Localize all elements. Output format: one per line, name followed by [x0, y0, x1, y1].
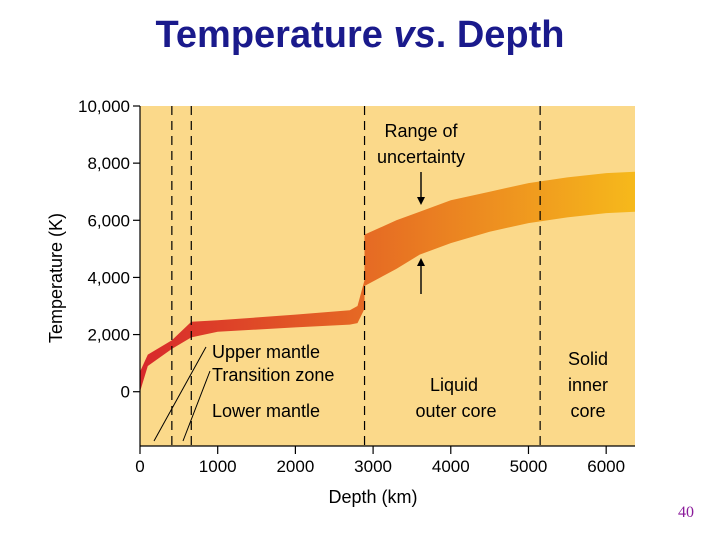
y-tick-label: 10,000 — [78, 97, 130, 116]
y-tick-label: 6,000 — [87, 211, 130, 230]
page-number: 40 — [678, 504, 694, 521]
label-outer-core: outer core — [415, 401, 496, 421]
x-tick-label: 1000 — [199, 457, 237, 476]
slide-title: Temperature vs. Depth — [0, 14, 720, 57]
y-ticks: 0 2,000 4,000 6,000 8,000 10,000 — [78, 97, 140, 402]
leader-line-upper-mantle — [153, 346, 207, 442]
x-tick-label: 0 — [135, 457, 144, 476]
y-tick-label: 4,000 — [87, 268, 130, 287]
y-tick-label: 0 — [121, 383, 130, 402]
y-tick-label: 8,000 — [87, 154, 130, 173]
temperature-band-mantle — [140, 280, 365, 392]
y-tick-label: 2,000 — [87, 326, 130, 345]
x-axis-label: Depth (km) — [328, 487, 417, 507]
title-vs: vs — [393, 14, 436, 56]
plot-background — [140, 106, 635, 446]
label-transition-zone: Transition zone — [212, 365, 334, 385]
layer-boundaries — [171, 106, 541, 446]
label-solid: Solid — [568, 349, 608, 369]
label-liquid: Liquid — [430, 375, 478, 395]
label-upper-mantle: Upper mantle — [212, 342, 320, 362]
temperature-band-core — [364, 171, 635, 286]
title-main: Temperature — [155, 14, 383, 56]
label-inner: inner — [568, 375, 608, 395]
x-ticks: 0 1000 2000 3000 4000 5000 6000 — [135, 446, 625, 476]
y-axis-label: Temperature (K) — [46, 213, 66, 343]
x-tick-label: 2000 — [276, 457, 314, 476]
x-tick-label: 3000 — [354, 457, 392, 476]
x-tick-label: 4000 — [432, 457, 470, 476]
annotation-uncertainty: uncertainty — [377, 147, 465, 167]
annotation-range-of: Range of — [384, 121, 458, 141]
x-tick-label: 6000 — [587, 457, 625, 476]
title-end: . Depth — [435, 14, 565, 56]
leader-line-transition-zone — [182, 370, 211, 442]
x-tick-label: 5000 — [510, 457, 548, 476]
label-lower-mantle: Lower mantle — [212, 401, 320, 421]
temperature-bands — [140, 171, 635, 392]
label-core: core — [570, 401, 605, 421]
